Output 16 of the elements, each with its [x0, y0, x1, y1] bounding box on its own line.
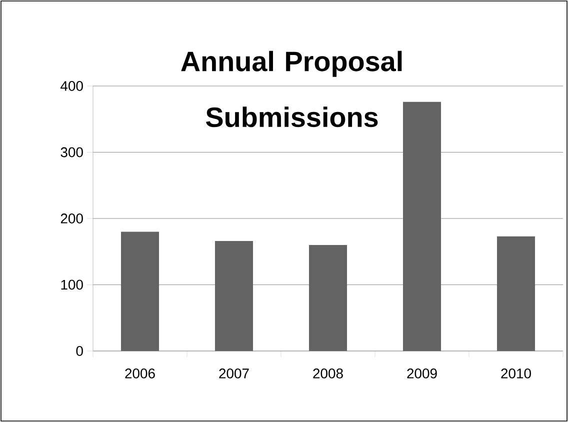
x-tick-label: 2008: [313, 368, 343, 378]
y-tick-label: 400: [60, 81, 83, 91]
y-tick-label: 100: [61, 280, 83, 290]
y-tick-label: 200: [60, 214, 83, 224]
x-tick-label: 2007: [219, 368, 249, 378]
chart-title: Annual Proposal Submissions: [181, 50, 402, 128]
bar: [121, 232, 159, 351]
x-tick-label: 2010: [501, 368, 531, 378]
bar: [309, 245, 347, 351]
x-tick-label: 2006: [125, 368, 155, 378]
y-tick-label: 0: [76, 346, 83, 356]
bar: [215, 241, 253, 351]
y-tick-label: 300: [60, 147, 83, 158]
bar: [403, 102, 441, 351]
bar: [497, 236, 535, 351]
x-tick-label: 2009: [407, 368, 437, 378]
